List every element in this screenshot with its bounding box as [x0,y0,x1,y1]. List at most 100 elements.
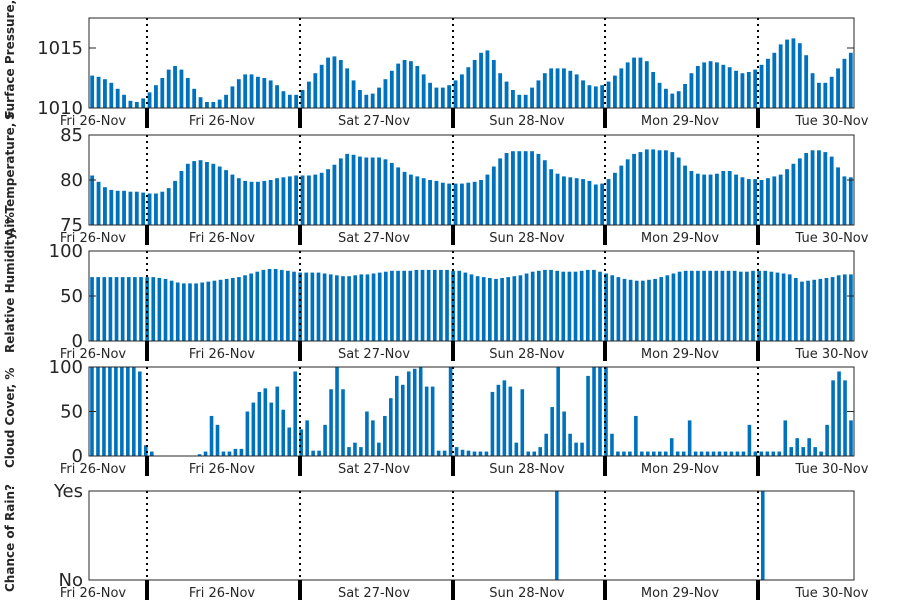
bar [185,78,190,108]
bar [460,74,464,108]
day-tick-mark [451,456,455,476]
bar [532,451,537,456]
bar [657,82,662,108]
bar [491,166,496,225]
bar [549,169,554,225]
bar [217,99,222,108]
bar [197,454,202,456]
bar [562,411,566,456]
bar [581,179,585,225]
bar [316,272,321,341]
bar [606,81,611,108]
bar [377,87,381,108]
bar [179,171,184,225]
bar [307,81,311,108]
bar [243,180,248,225]
bar [275,85,279,108]
xtick-label: Tue 30-Nov [795,586,869,600]
bar [351,154,356,225]
ylabel: Surface Pressure, m [3,0,17,120]
bar [430,386,435,456]
bar [586,375,590,456]
bar [209,415,214,456]
bar [326,57,330,108]
bar [179,69,184,108]
bar [466,67,471,108]
bar [139,277,143,341]
bar [96,277,101,341]
bar [224,278,229,341]
xtick-label: Sat 27-Nov [338,114,410,129]
bar [160,191,165,225]
xtick-label: Sat 27-Nov [338,231,410,246]
bar [676,91,681,108]
bar [670,93,675,108]
bar [512,276,517,341]
bar [114,277,119,341]
bar [530,87,534,108]
bar [221,451,226,456]
ytick-label: 50 [60,402,83,423]
bar [281,91,286,108]
bar [294,175,299,225]
bar [810,73,815,108]
bar [723,451,728,456]
bar [426,269,431,341]
bar [224,94,228,108]
bar [328,274,333,341]
bar [134,102,139,108]
bar [128,191,133,225]
bar [641,280,645,341]
day-tick-mark [756,456,760,476]
bar [708,270,713,341]
bar [227,451,232,456]
bar [817,82,821,108]
bar [555,270,560,341]
bar [377,272,382,341]
bar [819,451,823,456]
bar [606,179,611,225]
bar [370,157,375,225]
bar [108,277,113,341]
bar [555,173,560,225]
bar [580,442,584,456]
bar [738,271,743,341]
bar [644,149,649,225]
ytick-label: 85 [60,125,83,146]
day-tick-mark [451,580,455,600]
bar [102,277,107,341]
bar [778,44,783,108]
bar [377,157,381,225]
bar [587,85,592,108]
bar [775,272,780,341]
bar [460,183,464,225]
bar [616,451,620,456]
bar [353,442,357,456]
bar [600,183,605,225]
xtick-label: Fri 26-Nov [60,462,127,477]
bar [175,282,180,341]
bar [753,179,758,225]
bar [708,174,713,225]
bar [359,274,364,341]
bar [696,270,700,341]
day-tick-mark [756,580,760,600]
bar [514,442,519,456]
bar [794,278,798,341]
ylabel: Air Temperature, F [3,110,17,237]
bar [409,174,413,225]
bar [389,70,394,108]
bar [664,88,668,108]
bar [812,279,817,341]
bar [759,451,764,456]
bar [664,150,668,225]
bar [592,367,596,456]
bar [765,451,770,456]
bar [824,278,829,341]
bar [322,273,327,341]
bar [479,52,483,108]
bar [415,66,420,108]
bar [383,159,388,225]
ytick-label: 100 [49,241,83,262]
bar [555,68,560,108]
